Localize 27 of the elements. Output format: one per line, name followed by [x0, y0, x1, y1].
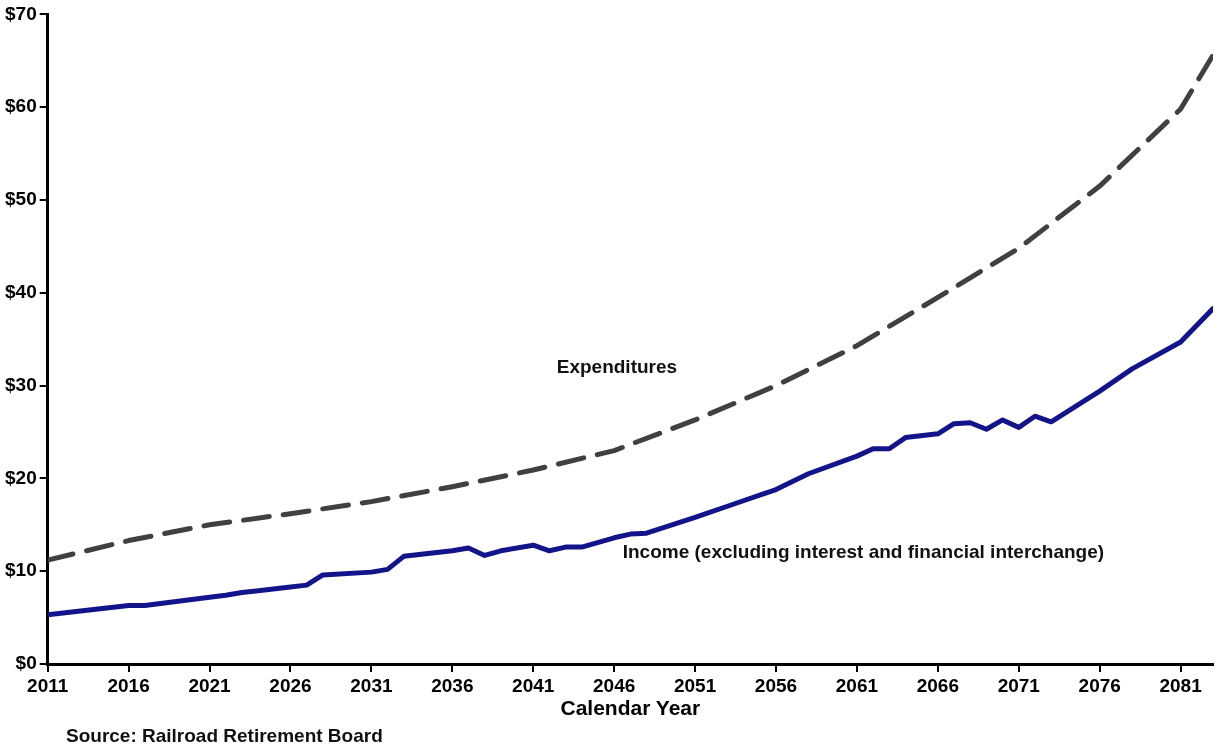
y-tick-label: $30 — [5, 373, 37, 395]
x-tick-label: 2051 — [673, 674, 717, 696]
y-tick-label: $70 — [5, 2, 37, 24]
x-tick-label: 2046 — [593, 674, 636, 696]
source-note: Source: Railroad Retirement Board — [66, 725, 383, 747]
x-tick-label: 2081 — [1159, 674, 1203, 696]
y-tick-label: $50 — [5, 188, 37, 210]
y-tick-label: $40 — [5, 281, 37, 303]
x-tick-label: 2056 — [754, 674, 798, 696]
x-tick-label: 2026 — [269, 674, 312, 696]
y-tick-label: $20 — [5, 466, 37, 488]
y-tick-label: $0 — [15, 652, 37, 674]
series-label: Income (excluding interest and financial interchange) — [622, 541, 1105, 563]
x-tick-label: 2036 — [431, 674, 474, 696]
x-tick-label: 2011 — [27, 674, 69, 696]
x-tick-label: 2076 — [1078, 674, 1121, 696]
x-tick-label: 2016 — [107, 674, 150, 696]
x-tick-label: 2021 — [188, 674, 232, 696]
y-tick-label: $10 — [5, 559, 37, 581]
y-tick-label: $60 — [5, 95, 37, 117]
x-tick-label: 2041 — [512, 674, 555, 696]
x-tick-label: 2061 — [835, 674, 879, 696]
x-axis-title: Calendar Year — [560, 696, 701, 720]
x-tick-label: 2031 — [350, 674, 393, 696]
x-tick-label: 2071 — [997, 674, 1041, 696]
text: Expenditures — [556, 356, 678, 378]
x-tick-label: 2066 — [916, 674, 959, 696]
